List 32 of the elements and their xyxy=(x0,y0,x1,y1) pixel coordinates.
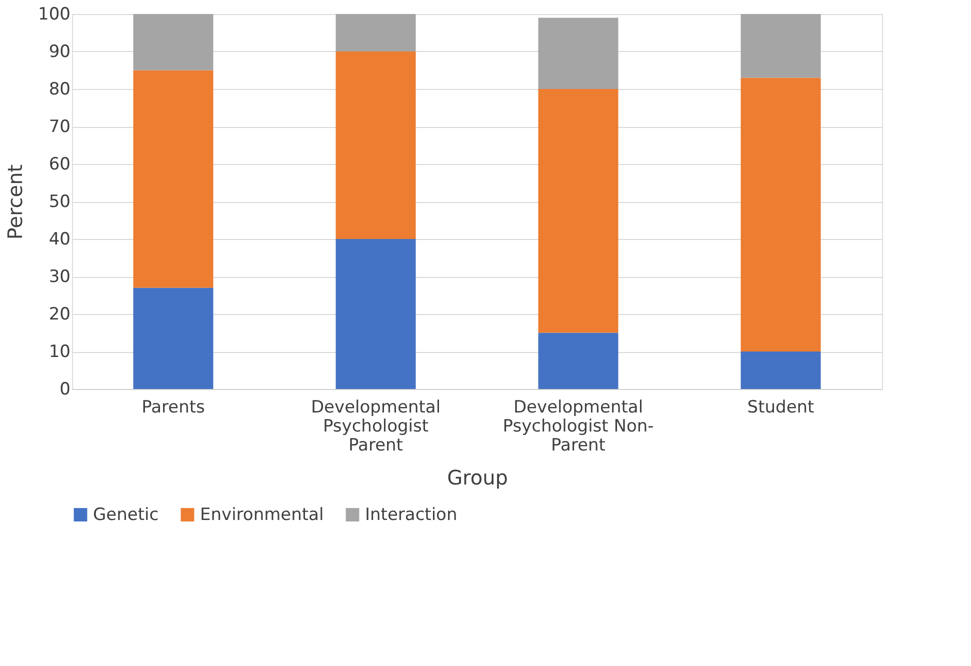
x-tick-label: Student xyxy=(747,398,815,418)
legend-label: Genetic xyxy=(93,504,159,525)
y-tick-label: 0 xyxy=(60,380,70,400)
legend-label: Environmental xyxy=(200,504,324,525)
y-tick-label: 50 xyxy=(48,192,70,212)
bar xyxy=(336,239,416,389)
y-tick-label: 100 xyxy=(38,4,70,24)
bar xyxy=(133,288,214,389)
y-tick-label: 30 xyxy=(48,267,70,287)
x-tick-label: Developmental Psychologist Parent xyxy=(310,398,441,456)
bar xyxy=(538,89,618,333)
bar xyxy=(133,14,214,70)
x-tick-label: Developmental Psychologist Non-Parent xyxy=(502,398,654,456)
bar xyxy=(336,14,416,52)
y-tick-label: 90 xyxy=(48,42,70,62)
x-tick-label: Parents xyxy=(142,398,206,418)
bar xyxy=(740,78,821,352)
y-tick-label: 60 xyxy=(48,154,70,174)
y-tick-label: 70 xyxy=(48,117,70,137)
y-tick-label: 10 xyxy=(48,342,70,362)
bar xyxy=(740,352,821,389)
bar xyxy=(538,332,618,389)
bar xyxy=(133,70,214,288)
x-axis-title: Group xyxy=(447,466,508,490)
y-axis-title: Percent xyxy=(3,164,28,240)
y-tick-label: 20 xyxy=(48,304,70,324)
y-tick-label: 80 xyxy=(48,80,70,100)
bar xyxy=(538,18,618,89)
bar xyxy=(336,52,416,239)
bar xyxy=(740,14,821,78)
y-tick-label: 40 xyxy=(48,230,70,250)
legend-label: Interaction xyxy=(365,504,458,525)
